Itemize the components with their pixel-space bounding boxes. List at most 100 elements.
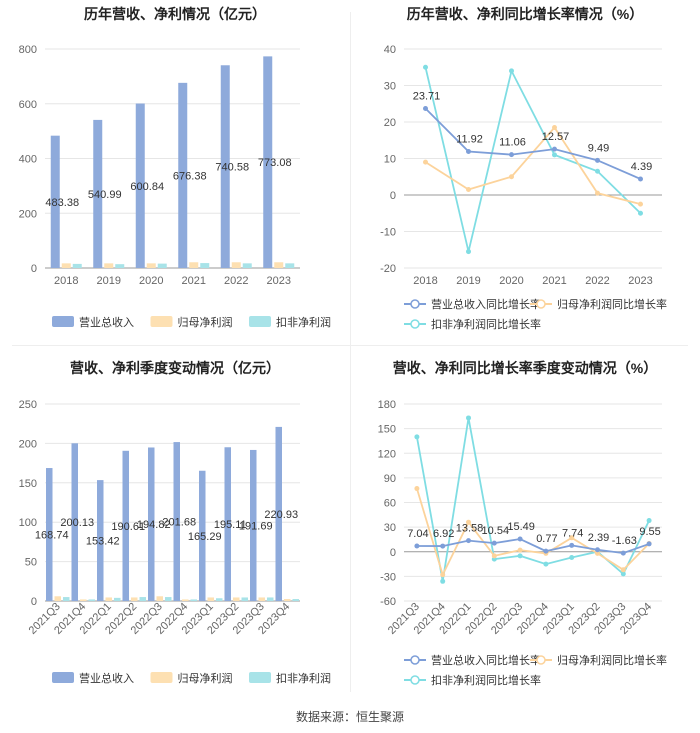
c3-point-1-4 <box>517 547 523 553</box>
c3-series-line-1 <box>416 488 650 578</box>
c1-legend-label-2: 扣非净利润同比增长率 <box>431 317 541 331</box>
c3-ytick-5: 90 <box>384 473 396 485</box>
c0-bar-2-4 <box>242 263 252 268</box>
c3-point-1-0 <box>414 486 420 492</box>
c2-bar-1-8 <box>258 597 265 601</box>
c2-bar-1-5 <box>182 599 189 601</box>
c3-data-label-7: 2.39 <box>588 532 609 544</box>
c2-legend-swatch-2 <box>249 672 271 683</box>
c1-ytick-0: -20 <box>380 263 396 275</box>
c3-ytick-7: 150 <box>378 424 396 436</box>
c0-xtick-3: 2021 <box>182 275 206 287</box>
c3-data-label-6: 7.74 <box>562 527 583 539</box>
c2-bar-2-4 <box>165 597 172 601</box>
c2-ytick-5: 250 <box>19 399 37 411</box>
c3-data-label-2: 13.58 <box>456 523 484 535</box>
c1-ytick-1: -10 <box>380 227 396 239</box>
c1-xtick-3: 2021 <box>542 275 566 287</box>
c1-ytick-3: 10 <box>384 154 396 166</box>
c3-data-label-3: 10.54 <box>482 525 510 537</box>
c0-xtick-1: 2019 <box>97 275 121 287</box>
c2-bar-2-0 <box>63 597 70 601</box>
c1-point-2-2 <box>509 68 514 74</box>
c0-ytick-3: 600 <box>19 99 37 111</box>
c3-point-0-6 <box>569 542 575 548</box>
c0-data-label-0: 483.38 <box>45 197 79 209</box>
c2-data-label-3: 190.61 <box>111 521 145 533</box>
c0-data-label-4: 740.58 <box>215 162 249 174</box>
c2-bar-2-8 <box>267 597 274 601</box>
c1-point-2-3 <box>552 152 557 158</box>
c2-bar-0-4 <box>148 447 155 601</box>
c2-legend-swatch-0 <box>52 672 74 683</box>
c1-point-0-0 <box>423 105 428 111</box>
c2-bar-0-3 <box>122 450 129 601</box>
c3-series-line-0 <box>416 538 650 555</box>
c1-legend-label-1: 归母净利润同比增长率 <box>557 297 667 311</box>
c2-data-label-5: 201.68 <box>162 517 196 529</box>
c0-bar-2-5 <box>285 263 295 268</box>
c0-ytick-1: 200 <box>19 208 37 220</box>
c2-bar-2-1 <box>88 599 95 601</box>
c3-point-1-8 <box>620 567 626 573</box>
c1-xtick-5: 2023 <box>628 275 652 287</box>
c2-bar-1-6 <box>207 597 214 601</box>
c1-point-2-0 <box>423 64 428 70</box>
c1-series-line-2 <box>424 67 642 252</box>
c1-point-0-3 <box>552 146 557 152</box>
chart1-title: 历年营收、净利情况（亿元） <box>84 6 266 22</box>
c1-point-2-4 <box>595 168 600 174</box>
c3-data-label-4: 15.49 <box>507 521 535 533</box>
c0-data-label-2: 600.84 <box>130 181 164 193</box>
c1-xtick-4: 2022 <box>585 275 609 287</box>
c0-ytick-4: 800 <box>19 44 37 56</box>
c0-bar-2-1 <box>115 264 125 268</box>
c3-data-label-1: 6.92 <box>433 528 454 540</box>
c2-bar-1-2 <box>105 597 112 601</box>
c1-point-1-2 <box>509 174 514 180</box>
c2-data-label-7: 195.11 <box>214 519 247 531</box>
c2-ytick-2: 100 <box>19 517 37 529</box>
c2-bar-0-5 <box>173 442 180 601</box>
c3-legend-label-0: 营业总收入同比增长率 <box>431 653 541 667</box>
c2-data-label-1: 200.13 <box>60 517 94 529</box>
c3-legend-marker-0 <box>410 655 420 665</box>
c0-bar-1-2 <box>146 263 156 268</box>
c3-point-0-9 <box>646 541 652 547</box>
c1-xtick-2: 2020 <box>499 275 523 287</box>
c3-point-2-8 <box>620 571 626 577</box>
c2-bar-0-9 <box>275 426 282 601</box>
c3-point-1-7 <box>595 550 600 556</box>
c0-data-label-5: 773.08 <box>258 157 292 169</box>
c3-point-2-0 <box>414 434 420 440</box>
c1-data-label-0: 23.71 <box>413 90 441 102</box>
data-source: 数据来源：恒生聚源 <box>295 710 404 724</box>
c1-point-2-1 <box>466 249 471 255</box>
c3-point-2-1 <box>440 578 446 584</box>
c2-bar-1-3 <box>131 597 138 601</box>
c1-ytick-4: 20 <box>384 117 396 129</box>
c0-bar-2-0 <box>72 263 82 268</box>
c2-data-label-9: 220.93 <box>264 509 298 521</box>
c3-data-label-5: 0.77 <box>536 533 557 545</box>
horizontal-divider <box>12 345 688 346</box>
c3-point-1-2 <box>466 519 471 525</box>
c3-point-0-5 <box>543 548 549 554</box>
c0-legend-swatch-0 <box>52 316 74 327</box>
c2-data-label-8: 191.69 <box>239 520 273 532</box>
c3-ytick-4: 60 <box>384 498 396 510</box>
c3-point-0-2 <box>466 538 471 544</box>
c1-xtick-1: 2019 <box>456 275 480 287</box>
c1-legend-marker-0 <box>410 299 420 309</box>
c1-ytick-5: 30 <box>384 81 396 93</box>
c3-ytick-6: 120 <box>378 448 396 460</box>
c2-bar-0-8 <box>250 449 257 601</box>
c2-bar-0-6 <box>199 470 206 601</box>
c0-xtick-4: 2022 <box>224 275 248 287</box>
c3-point-2-4 <box>517 553 523 559</box>
c2-bar-1-4 <box>156 596 163 601</box>
c3-point-1-1 <box>440 572 446 578</box>
c3-point-0-1 <box>440 543 446 549</box>
c0-bar-1-5 <box>274 262 284 268</box>
